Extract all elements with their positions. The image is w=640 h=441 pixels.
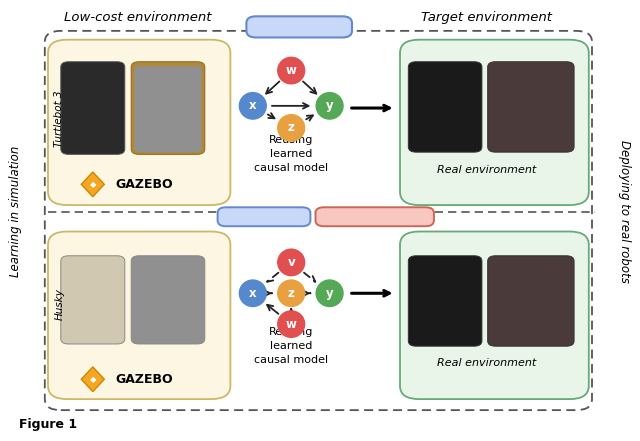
Ellipse shape — [316, 93, 343, 119]
FancyBboxPatch shape — [488, 256, 574, 346]
Text: Sim-to-real: Sim-to-real — [262, 20, 336, 34]
Text: x: x — [249, 287, 257, 300]
FancyBboxPatch shape — [218, 207, 310, 226]
Ellipse shape — [278, 311, 305, 337]
Text: y: y — [326, 287, 333, 300]
Ellipse shape — [278, 249, 305, 276]
Text: Deploying to real robots: Deploying to real robots — [618, 140, 630, 283]
Text: ◆: ◆ — [90, 180, 96, 189]
Text: w: w — [286, 64, 296, 77]
FancyBboxPatch shape — [61, 256, 125, 344]
Text: Target environment: Target environment — [421, 11, 552, 24]
Text: x: x — [249, 99, 257, 112]
Text: GAZEBO: GAZEBO — [115, 373, 173, 386]
Text: Learning in simulation: Learning in simulation — [10, 146, 22, 277]
Polygon shape — [81, 367, 104, 392]
FancyBboxPatch shape — [408, 256, 482, 346]
Ellipse shape — [278, 115, 305, 141]
FancyBboxPatch shape — [48, 232, 230, 399]
Text: Reusing
learned
causal model: Reusing learned causal model — [254, 135, 328, 172]
Text: Real environment: Real environment — [436, 358, 536, 368]
Ellipse shape — [239, 280, 266, 306]
FancyBboxPatch shape — [408, 62, 482, 152]
FancyBboxPatch shape — [400, 232, 589, 399]
FancyBboxPatch shape — [488, 62, 574, 152]
Text: GAZEBO: GAZEBO — [115, 178, 173, 191]
Text: Turtlebot 3: Turtlebot 3 — [54, 91, 65, 147]
Ellipse shape — [278, 280, 305, 306]
FancyBboxPatch shape — [131, 256, 205, 344]
Text: z: z — [288, 121, 294, 135]
Ellipse shape — [278, 57, 305, 84]
Text: y: y — [326, 99, 333, 112]
Text: Husky: Husky — [54, 288, 65, 320]
FancyBboxPatch shape — [316, 207, 434, 226]
Polygon shape — [81, 172, 104, 197]
Text: w: w — [286, 318, 296, 331]
Ellipse shape — [316, 280, 343, 306]
Ellipse shape — [239, 93, 266, 119]
FancyBboxPatch shape — [131, 62, 205, 154]
Text: Low-cost environment: Low-cost environment — [64, 11, 211, 24]
Text: v: v — [287, 256, 295, 269]
Text: z: z — [288, 287, 294, 300]
FancyBboxPatch shape — [246, 16, 352, 37]
FancyBboxPatch shape — [61, 62, 125, 154]
Text: Platform change: Platform change — [324, 212, 426, 222]
Text: ◆: ◆ — [90, 375, 96, 384]
FancyBboxPatch shape — [48, 40, 230, 205]
Text: Real environment: Real environment — [436, 165, 536, 176]
FancyBboxPatch shape — [400, 40, 589, 205]
FancyBboxPatch shape — [134, 66, 202, 152]
Text: Sim-to-real: Sim-to-real — [230, 212, 298, 222]
Text: Reusing
learned
causal model: Reusing learned causal model — [254, 327, 328, 365]
Text: Figure 1: Figure 1 — [19, 419, 77, 431]
